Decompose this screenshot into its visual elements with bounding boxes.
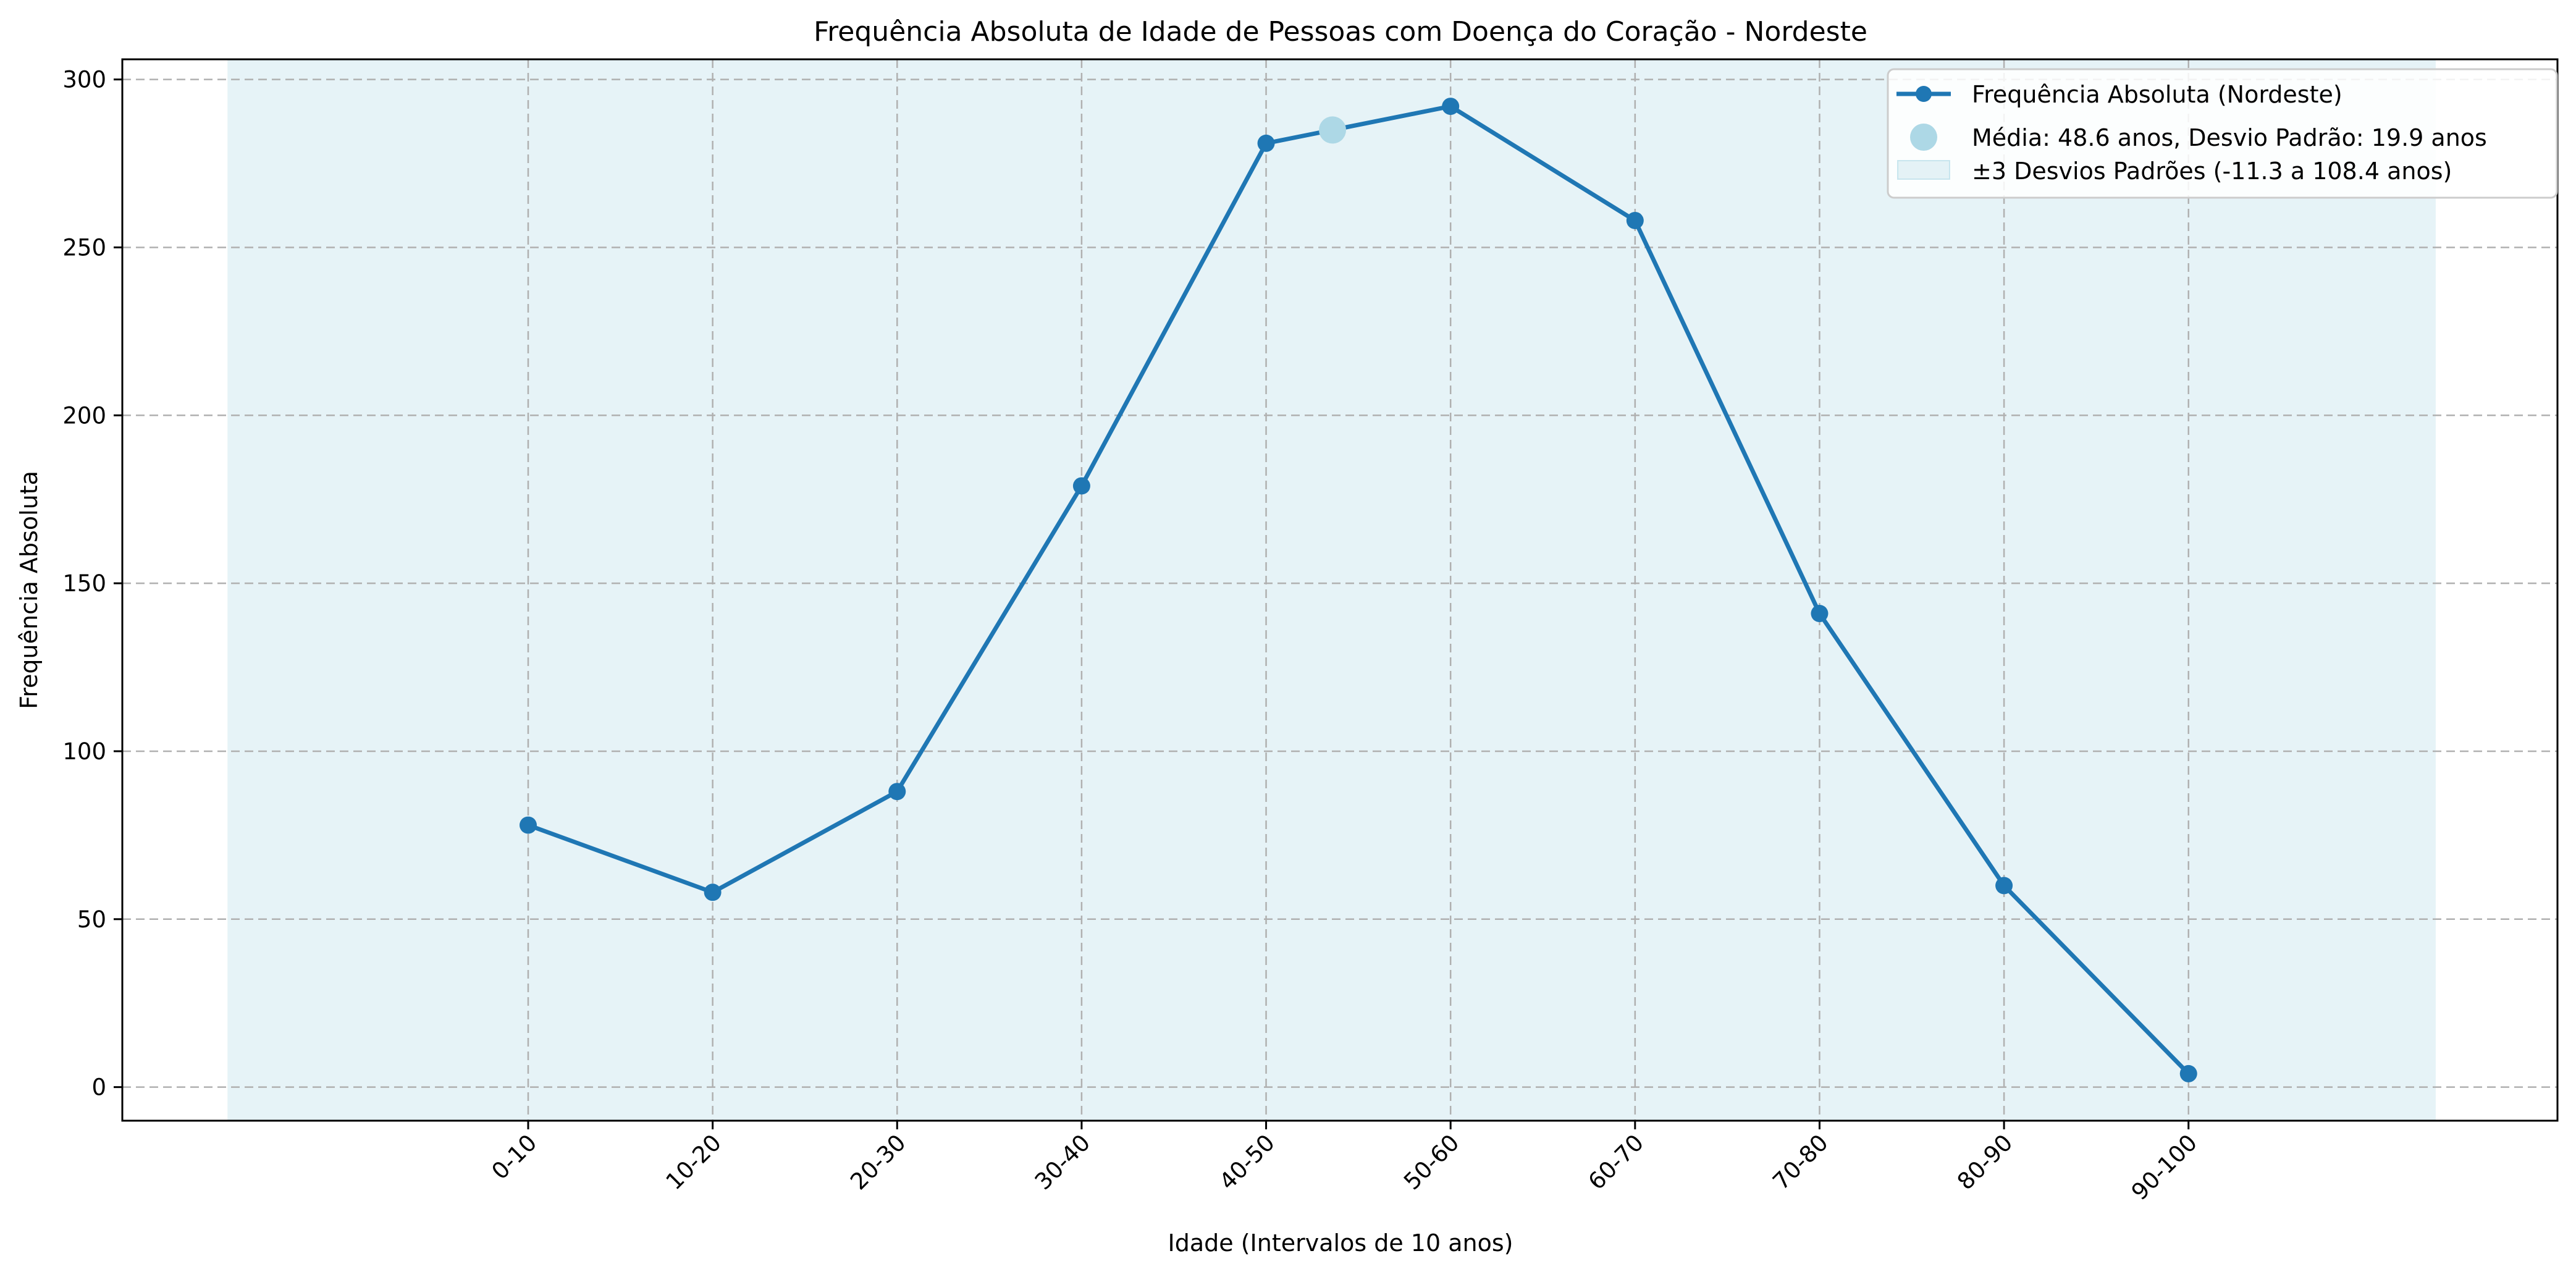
series-line (527, 104, 2191, 1076)
y-tick-label: 200 (62, 402, 106, 429)
y-tick-label: 150 (62, 570, 106, 597)
data-point (1442, 98, 1460, 116)
y-axis-label: Frequência Absoluta (15, 471, 43, 709)
data-point (888, 783, 906, 801)
plot-area-frame (121, 58, 2559, 1122)
legend-mean-swatch (1910, 124, 1937, 151)
chart-title: Frequência Absoluta de Idade de Pessoas … (814, 16, 1867, 48)
data-point (520, 816, 537, 834)
legend: Frequência Absoluta (Nordeste) Média: 48… (1887, 68, 2558, 199)
data-point (704, 883, 722, 901)
data-point (1811, 605, 1829, 623)
legend-band-label: ±3 Desvios Padrões (-11.3 a 108.4 anos) (1972, 158, 2452, 185)
data-point (1072, 477, 1090, 495)
legend-marker-swatch (1916, 86, 1932, 102)
legend-band-swatch (1897, 160, 1950, 180)
legend-series-label: Frequência Absoluta (Nordeste) (1972, 81, 2342, 108)
std-band (227, 59, 2436, 1121)
data-point (2179, 1064, 2197, 1082)
data-point (1626, 211, 1644, 229)
y-tick-label: 100 (62, 738, 106, 765)
y-tick-label: 0 (91, 1074, 106, 1101)
data-point (1995, 877, 2013, 895)
legend-box (1887, 68, 2558, 199)
mean-marker (1319, 116, 1347, 144)
legend-mean-label: Média: 48.6 anos, Desvio Padrão: 19.9 an… (1972, 124, 2487, 151)
y-tick-label: 300 (62, 67, 106, 93)
y-tick-label: 250 (62, 234, 106, 261)
data-point (1257, 134, 1275, 152)
x-axis-label: Idade (Intervalos de 10 anos) (1168, 1229, 1513, 1257)
y-tick-label: 50 (77, 906, 106, 933)
